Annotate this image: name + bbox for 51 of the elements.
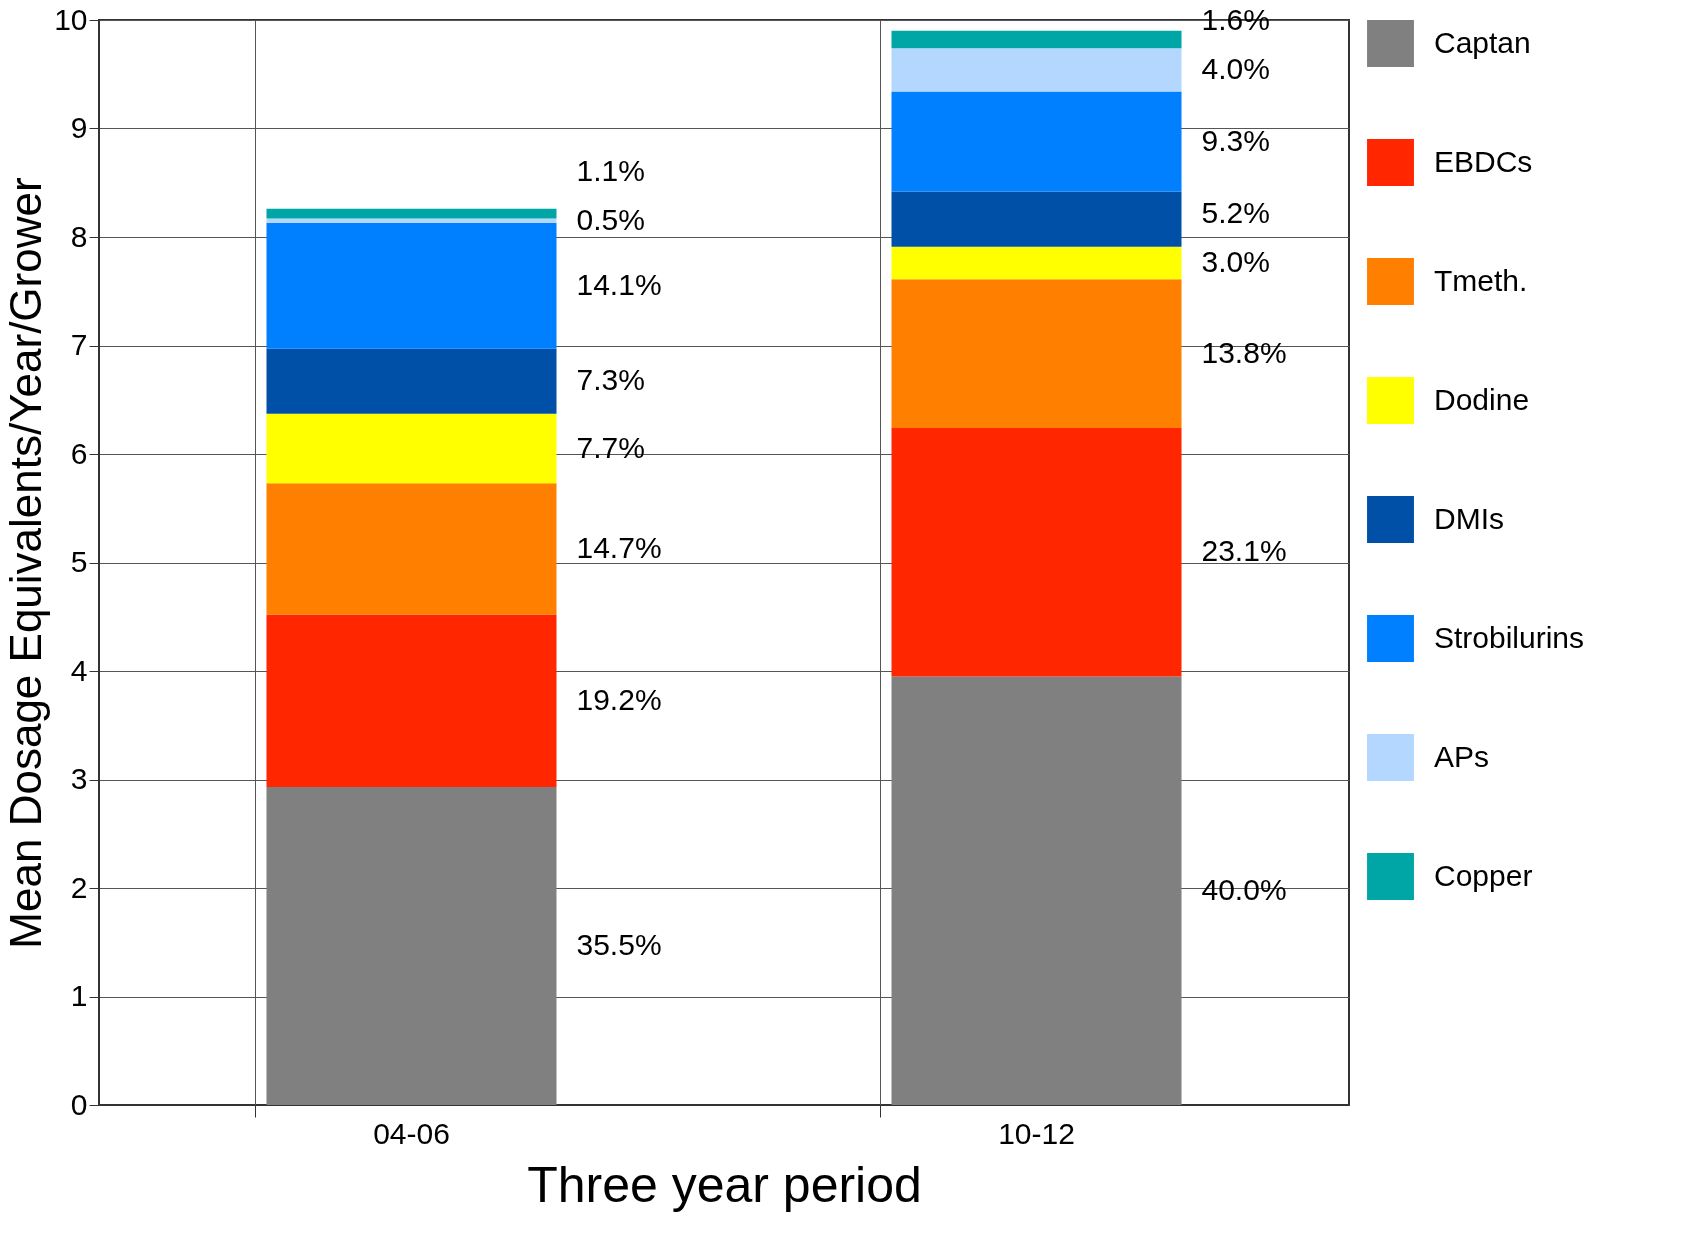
legend-label: Tmeth. xyxy=(1434,263,1528,297)
legend-label: Strobilurins xyxy=(1434,620,1585,654)
y-tick-label: 5 xyxy=(70,545,88,578)
annotation: 5.2% xyxy=(1201,196,1270,230)
bar xyxy=(891,91,1182,192)
bar xyxy=(266,787,557,1105)
legend-label: Copper xyxy=(1434,858,1533,892)
legend-label: DMIs xyxy=(1434,501,1504,535)
annotation: 35.5% xyxy=(576,928,662,962)
y-tick-label: 2 xyxy=(70,870,88,904)
annotation: 3.0% xyxy=(1201,245,1270,279)
y-tick-label: 7 xyxy=(70,328,88,361)
annotation: 4.0% xyxy=(1201,51,1270,85)
y-tick-label: 8 xyxy=(70,219,88,253)
bar xyxy=(266,483,557,615)
bar xyxy=(891,279,1182,428)
bar xyxy=(891,30,1182,49)
legend-label: Dodine xyxy=(1434,382,1530,416)
annotation: 19.2% xyxy=(576,682,662,716)
legend-label: APs xyxy=(1434,739,1490,773)
annotation: 23.1% xyxy=(1201,534,1287,568)
annotation: 14.7% xyxy=(576,530,662,564)
legend-label: EBDCs xyxy=(1434,144,1533,178)
annotation: 14.1% xyxy=(576,267,662,301)
annotation: 0.5% xyxy=(576,202,645,236)
y-tick-label: 6 xyxy=(70,436,88,470)
annotation: 1.1% xyxy=(576,153,645,187)
y-tick-label: 0 xyxy=(70,1087,88,1121)
y-tick-label: 4 xyxy=(70,653,88,687)
x-tick-label: 04-06 xyxy=(373,1116,450,1150)
bar xyxy=(891,191,1182,247)
annotation: 7.3% xyxy=(576,363,645,397)
bar xyxy=(266,348,557,414)
bar xyxy=(891,48,1182,92)
bar xyxy=(266,218,557,223)
bar xyxy=(266,413,557,484)
legend-label: Captan xyxy=(1434,25,1531,59)
bar xyxy=(266,222,557,349)
bar xyxy=(266,208,557,219)
y-tick-label: 10 xyxy=(54,2,88,36)
y-tick-label: 1 xyxy=(70,979,88,1012)
x-axis-title: Three year period xyxy=(527,1156,922,1213)
bar xyxy=(891,676,1182,1105)
bar xyxy=(891,246,1182,280)
y-tick-label: 9 xyxy=(70,111,88,144)
x-tick-label: 10-12 xyxy=(998,1116,1075,1150)
annotation: 9.3% xyxy=(1201,123,1270,157)
y-axis-title: Mean Dosage Equivalents/Year/Grower xyxy=(1,177,51,949)
y-tick-label: 3 xyxy=(70,762,88,795)
bar xyxy=(891,427,1182,677)
bar xyxy=(266,614,557,788)
